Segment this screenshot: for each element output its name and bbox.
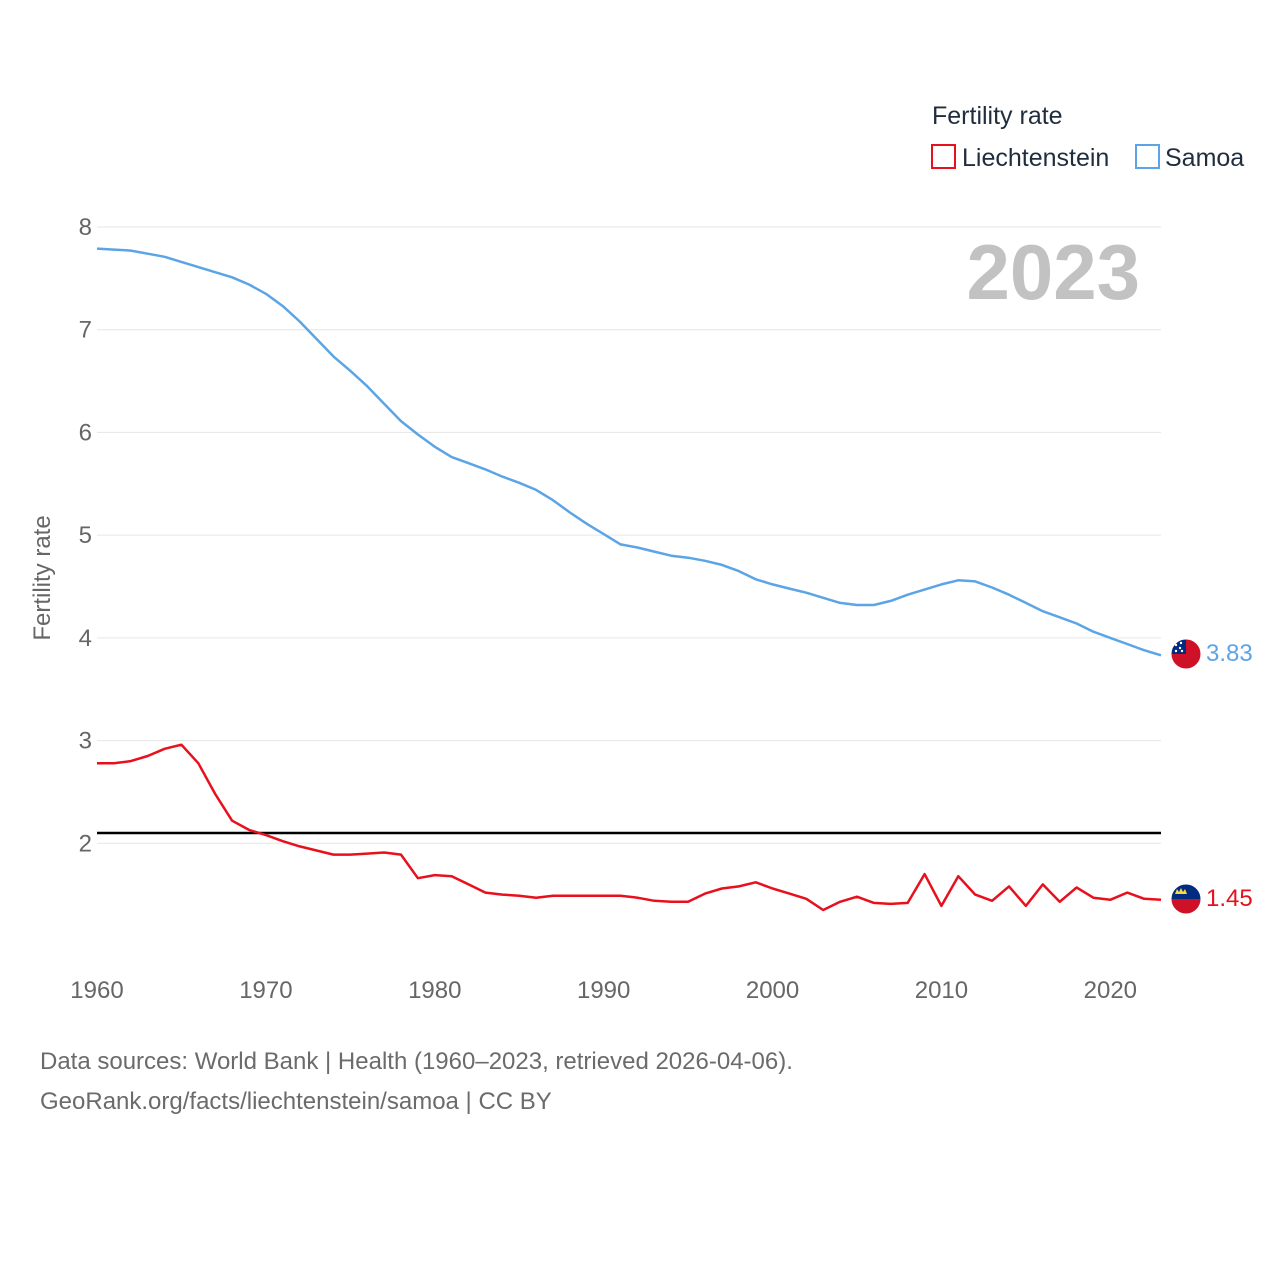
legend-title: Fertility rate <box>932 102 1063 130</box>
x-tick-label: 2000 <box>746 977 799 1004</box>
legend-label-liechtenstein: Liechtenstein <box>962 144 1109 172</box>
liechtenstein-flag-icon <box>1170 883 1202 915</box>
y-axis: 2 3 4 5 6 7 8 <box>79 214 92 857</box>
source-url: GeoRank.org/facts/liechtenstein/samoa | … <box>40 1088 552 1115</box>
y-tick-label: 2 <box>79 830 92 857</box>
series-line-samoa <box>96 247 1162 657</box>
y-tick-label: 3 <box>79 728 92 755</box>
series-lines <box>96 247 1162 912</box>
legend-item-samoa[interactable]: Samoa <box>1135 144 1244 172</box>
x-tick-label: 2010 <box>915 977 968 1004</box>
legend-item-liechtenstein[interactable]: Liechtenstein <box>931 144 1109 172</box>
x-tick-label: 2020 <box>1084 977 1137 1004</box>
legend: Fertility rate Liechtenstein Samoa <box>931 102 1244 172</box>
legend-swatch-liechtenstein <box>931 144 956 169</box>
gridlines <box>97 226 1161 844</box>
y-tick-label: 7 <box>79 317 92 344</box>
y-tick-label: 6 <box>79 419 92 446</box>
fertility-chart: 2 3 4 5 6 7 8 1960 1970 1980 1990 2000 2010 2020 Fer… <box>29 102 1253 1004</box>
y-tick-label: 8 <box>79 214 92 241</box>
liechtenstein-end-value: 1.45 <box>1206 885 1253 912</box>
samoa-flag-icon <box>1170 638 1202 670</box>
samoa-end-value: 3.83 <box>1206 640 1253 667</box>
y-axis-title: Fertility rate <box>29 515 56 640</box>
series-line-liechtenstein <box>97 743 1162 912</box>
legend-swatch-samoa <box>1135 144 1160 169</box>
x-tick-label: 1980 <box>408 977 461 1004</box>
x-tick-label: 1990 <box>577 977 630 1004</box>
x-axis: 1960 1970 1980 1990 2000 2010 2020 <box>70 977 1137 1004</box>
legend-label-samoa: Samoa <box>1165 144 1244 172</box>
x-tick-label: 1960 <box>70 977 123 1004</box>
year-label: 2023 <box>966 228 1140 316</box>
footer: Data sources: World Bank | Health (1960–… <box>40 1042 793 1122</box>
data-sources: Data sources: World Bank | Health (1960–… <box>40 1048 793 1075</box>
y-tick-label: 4 <box>79 625 92 652</box>
y-tick-label: 5 <box>79 522 92 549</box>
x-tick-label: 1970 <box>239 977 292 1004</box>
